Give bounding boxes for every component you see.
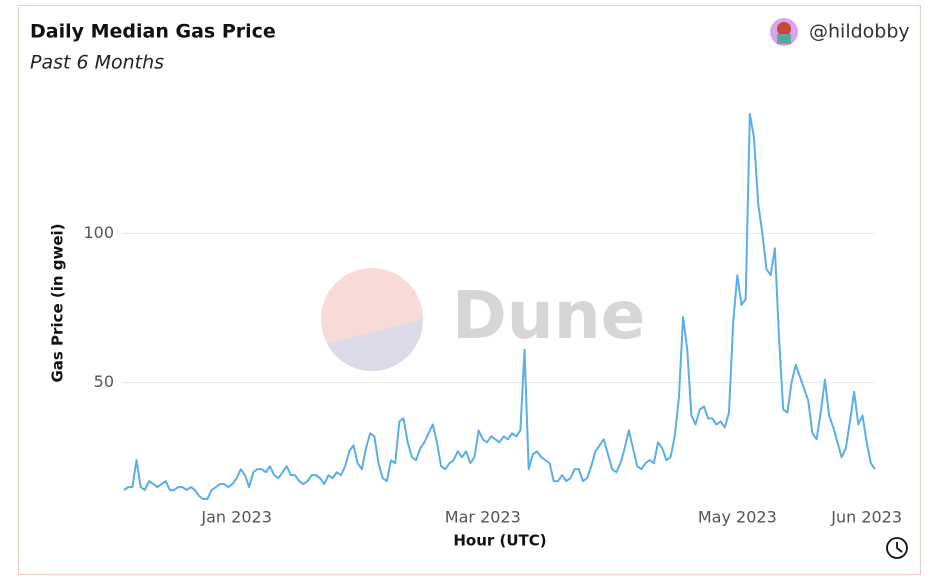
avatar [770, 18, 798, 46]
card [18, 5, 921, 575]
watermark-logo [321, 268, 424, 372]
chart-title: Daily Median Gas Price [30, 21, 276, 43]
chart-subtitle: Past 6 Months [30, 52, 164, 74]
clock-icon[interactable] [886, 537, 908, 559]
y-tick-label: 50 [94, 372, 114, 391]
line-series [123, 112, 876, 501]
author[interactable]: @hildobby [809, 21, 910, 43]
y-axis-label: Gas Price (in gwei) [49, 223, 67, 382]
x-axis-label: Hour (UTC) [453, 532, 546, 550]
y-tick-label: 100 [83, 223, 114, 242]
x-tick-label: Jan 2023 [200, 508, 271, 527]
x-tick-label: May 2023 [698, 508, 777, 527]
watermark: Dune [452, 277, 646, 354]
x-tick-label: Jun 2023 [830, 508, 902, 527]
x-tick-label: Mar 2023 [445, 508, 521, 527]
